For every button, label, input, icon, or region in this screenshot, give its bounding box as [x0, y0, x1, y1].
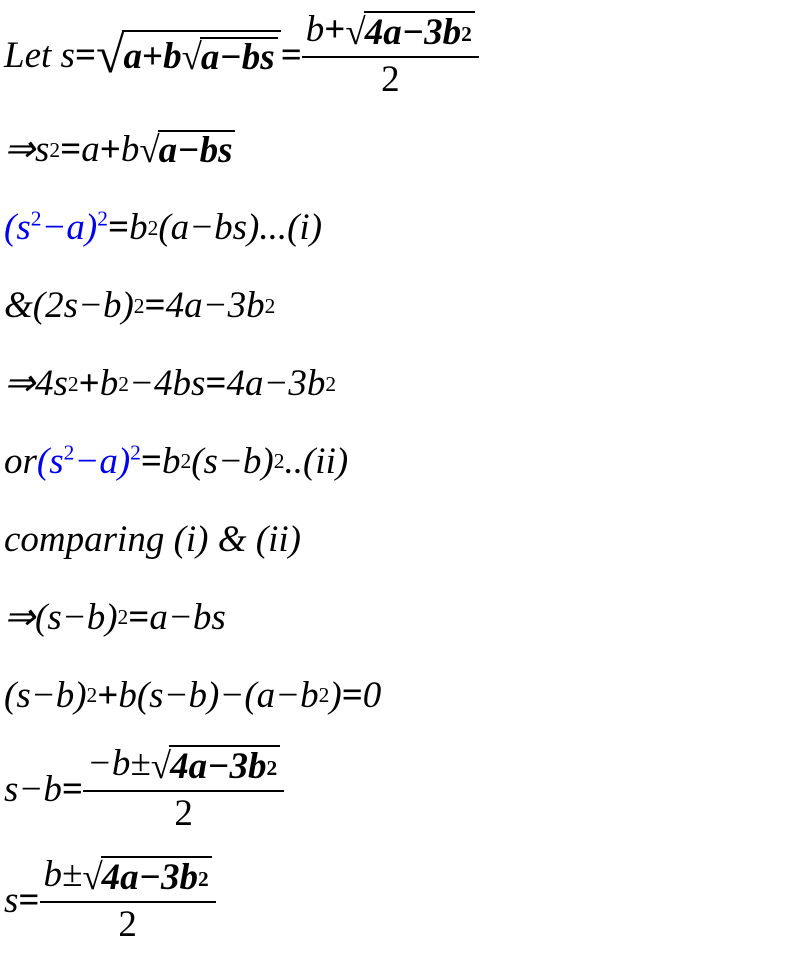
plus: + [79, 365, 100, 402]
radicand: 4a−3b [365, 13, 461, 54]
num-b: b [306, 9, 325, 50]
lhs: s [4, 882, 18, 919]
s: s [35, 131, 49, 168]
lhs: (2s−b) [33, 287, 134, 324]
equation-line-2: ⇒ s2 = a + b √a−bs [4, 119, 796, 181]
arrow: ⇒ [4, 131, 35, 168]
equals: = [60, 131, 81, 168]
equation-line-5: ⇒ 4s2 + b2 −4bs = 4a−3b2 [4, 353, 796, 415]
a: (s−b) [4, 677, 87, 714]
equation-line-1: Let s = √ a + b √ a−bs = b+√4a−3b2 2 [4, 8, 796, 103]
fraction: b+√4a−3b2 2 [302, 10, 479, 101]
paren: (a−bs) [158, 209, 259, 246]
b: b [163, 38, 182, 75]
num-a: −b± [87, 743, 151, 784]
sqrt: √a−bs [139, 130, 235, 169]
equation-line-11: s = b±√4a−3b2 2 [4, 853, 796, 948]
equation-line-6: or (s2−a)2 = b2 (s−b)2 ..(ii) [4, 430, 796, 492]
fraction: b±√4a−3b2 2 [40, 855, 216, 946]
label: ...(i) [259, 209, 322, 246]
paren: (s−b) [191, 443, 274, 480]
c: ) [329, 677, 341, 714]
sqrt-outer: √ a + b √ a−bs [96, 30, 281, 82]
num-sqrt: √4a−3b2 [82, 856, 211, 899]
arrow: ⇒ [4, 599, 35, 636]
equals: = [128, 599, 149, 636]
b: b [162, 443, 181, 480]
equals: = [342, 677, 363, 714]
arrow: ⇒ [4, 365, 35, 402]
lhs-blue: (s2−a)2 [4, 209, 108, 246]
minus: −4bs [129, 365, 205, 402]
equals: = [205, 365, 226, 402]
zero: 0 [363, 677, 382, 714]
equals: = [145, 287, 166, 324]
text: Let s [4, 37, 75, 74]
radicand: a−bs [200, 37, 278, 76]
num-sqrt: √4a−3b2 [151, 745, 280, 788]
denominator: 2 [114, 903, 141, 946]
radicand: a−bs [158, 130, 236, 169]
equation-line-8: ⇒ (s−b)2 = a−bs [4, 586, 796, 648]
rhs: a−bs [149, 599, 225, 636]
num-sqrt: √4a−3b2 [345, 11, 474, 54]
equals: = [18, 882, 39, 919]
plus: + [100, 131, 121, 168]
lhs: (s−b) [35, 599, 118, 636]
rhs: 4a−3b [166, 287, 265, 324]
equation-line-4: & (2s−b)2 = 4a−3b2 [4, 275, 796, 337]
lhs-blue: (s2−a)2 [37, 443, 141, 480]
equals: = [141, 443, 162, 480]
denominator: 2 [377, 58, 404, 101]
equals: = [75, 37, 96, 74]
4s: 4s [35, 365, 68, 402]
num-plus: + [324, 9, 345, 50]
equals: = [62, 771, 83, 808]
equation-line-3: (s2−a)2 = b2 (a−bs) ...(i) [4, 197, 796, 259]
b: b [121, 131, 140, 168]
equation-line-10: s−b = −b±√4a−3b2 2 [4, 742, 796, 837]
b: b [100, 365, 119, 402]
label: ..(ii) [284, 443, 348, 480]
a: a [123, 38, 142, 75]
a: a [81, 131, 100, 168]
plus: + [97, 677, 118, 714]
rhs: 4a−3b [226, 365, 325, 402]
equals: = [108, 209, 129, 246]
plus: + [142, 38, 163, 75]
equals: = [281, 37, 302, 74]
equation-line-7: comparing (i) & (ii) [4, 508, 796, 570]
equation-line-9: (s−b)2 + b(s−b)−(a−b2 ) = 0 [4, 664, 796, 726]
b: b(s−b)−(a−b [118, 677, 318, 714]
lhs: s−b [4, 771, 62, 808]
fraction: −b±√4a−3b2 2 [83, 744, 284, 835]
or: or [4, 443, 37, 480]
sqrt-inner: √ a−bs [182, 37, 278, 76]
b: b [129, 209, 148, 246]
amp: & [4, 287, 33, 324]
denominator: 2 [170, 792, 197, 835]
num-a: b± [44, 854, 83, 895]
